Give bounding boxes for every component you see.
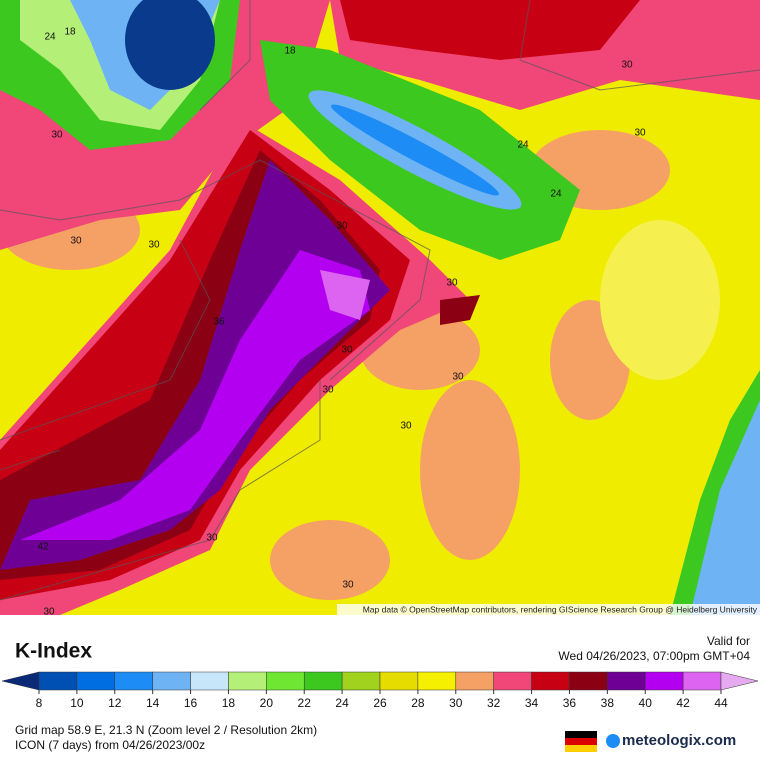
colorbar-tick-label: 34 [525,696,539,710]
colorbar-segment [531,671,570,691]
contour-label: 30 [452,372,464,383]
colorbar-segment [266,671,305,691]
colorbar-tick-label: 20 [260,696,274,710]
brand[interactable]: meteologix.com [622,732,736,749]
colorbar: 8 10 12 14 16 18 20 22 24 26 28 30 32 34 36 38 40 42 44 [1,671,759,710]
contour-label: 30 [342,580,354,591]
map: Map data © OpenStreetMap contributors, r… [0,0,760,618]
contour-label: 36 [213,317,225,328]
colorbar-arrow-high [720,671,759,691]
colorbar-tick-label: 26 [373,696,387,710]
colorbar-tick-label: 16 [184,696,198,710]
colorbar-segment [152,671,191,691]
colorbar-tick-label: 18 [222,696,236,710]
contour-label: 30 [621,60,633,71]
colorbar-segment [76,671,116,691]
contour-label: 30 [322,385,334,396]
colorbar-segment [303,671,343,691]
logo-icon [606,734,620,748]
contour-label: 18 [64,27,76,38]
colorbar-tick-label: 40 [639,696,653,710]
colorbar-segment [379,671,419,691]
colorbar-tick-label: 30 [449,696,463,710]
colorbar-segment [682,671,722,691]
colorbar-segment [228,671,267,691]
colorbar-segment [607,671,646,691]
colorbar-segment [190,671,229,691]
colorbar-tick-label: 8 [36,696,43,710]
contour-label: 24 [44,32,56,43]
valid-label: Valid for [707,634,750,648]
contour-label: 42 [37,542,49,553]
model-info: ICON (7 days) from 04/26/2023/00z [15,738,205,752]
colorbar-tick-label: 12 [108,696,122,710]
contour-label: 30 [446,278,458,289]
contour-label: 30 [51,130,63,141]
colorbar-segment [417,671,457,691]
colorbar-segment [341,671,381,691]
colorbar-tick-label: 44 [714,696,728,710]
colorbar-tick-label: 14 [146,696,160,710]
contour-label: 30 [206,533,218,544]
contour-label: 30 [43,607,55,618]
colorbar-tick-label: 38 [601,696,615,710]
colorbar-segment [455,671,494,691]
contour-label: 30 [70,236,82,247]
colorbar-segment [38,671,78,691]
colorbar-tick-label: 24 [335,696,349,710]
valid-time: Wed 04/26/2023, 07:00pm GMT+04 [558,649,750,663]
colorbar-segment [493,671,532,691]
colorbar-tick-label: 10 [70,696,84,710]
contour-label: 30 [148,240,160,251]
contour-label: 30 [341,345,353,356]
colorbar-segment [644,671,684,691]
colorbar-tick-label: 22 [298,696,312,710]
grid-info: Grid map 58.9 E, 21.3 N (Zoom level 2 / … [15,723,317,737]
contour-label: 24 [550,189,562,200]
colorbar-tick-label: 42 [676,696,690,710]
colorbar-arrow-low [1,671,40,691]
colorbar-tick-label: 36 [563,696,577,710]
contour-label: 30 [634,128,646,139]
legend-title: K-Index [15,640,92,663]
colorbar-segment [114,671,153,691]
colorbar-tick-label: 32 [487,696,501,710]
colorbar-segment [569,671,608,691]
contour-label: 30 [400,421,412,432]
contour-label: 24 [517,140,529,151]
contour-label: 30 [336,221,348,232]
colorbar-tick-label: 28 [411,696,425,710]
contour-label: 18 [284,46,296,57]
map-attribution: Map data © OpenStreetMap contributors, r… [363,604,758,614]
flag [565,731,597,752]
